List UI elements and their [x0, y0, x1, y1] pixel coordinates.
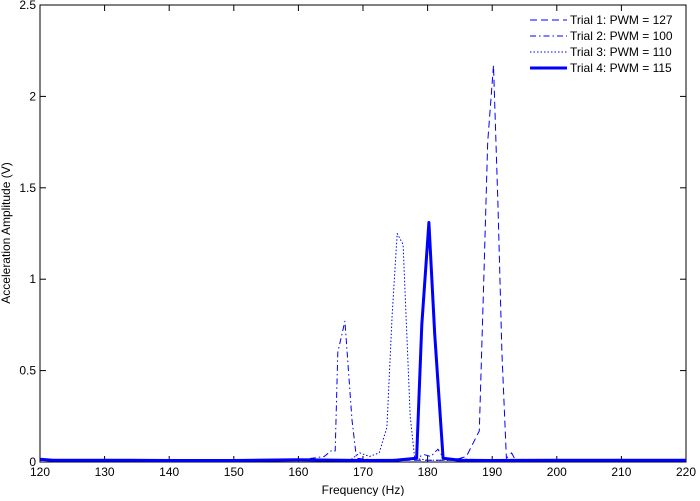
x-axis-label: Frequency (Hz) [322, 483, 405, 496]
x-tick-label: 220 [676, 465, 696, 479]
y-tick-label: 2 [29, 89, 36, 103]
legend-entry: Trial 2: PWM = 100 [570, 29, 673, 43]
series-line-trial-2 [40, 320, 686, 461]
plot-area [39, 4, 687, 463]
y-tick-label: 1.5 [19, 181, 36, 195]
y-tick-label: 1 [29, 272, 36, 286]
legend-entry: Trial 1: PWM = 127 [570, 13, 673, 27]
y-tick-label: 0 [29, 455, 36, 469]
x-tick-label: 210 [611, 465, 631, 479]
x-tick-label: 130 [95, 465, 115, 479]
y-tick-label: 0.5 [19, 364, 36, 378]
legend: Trial 1: PWM = 127 Trial 2: PWM = 100 Tria… [530, 13, 673, 75]
y-tick-label: 2.5 [19, 0, 36, 12]
legend-entry: Trial 4: PWM = 115 [570, 61, 672, 75]
x-tick-label: 160 [288, 465, 308, 479]
series-line-trial-4 [39, 221, 686, 462]
x-tick-label: 120 [30, 465, 50, 479]
x-tick-label: 180 [418, 465, 438, 479]
x-tick-label: 150 [224, 465, 244, 479]
x-tick-label: 190 [482, 465, 502, 479]
x-tick-label: 140 [159, 465, 179, 479]
x-tick-label: 170 [353, 465, 373, 479]
legend-entry: Trial 3: PWM = 110 [570, 45, 672, 59]
y-axis-label: Acceleration Amplitude (V) [0, 162, 13, 303]
x-tick-label: 200 [547, 465, 567, 479]
series-lines [39, 64, 687, 462]
